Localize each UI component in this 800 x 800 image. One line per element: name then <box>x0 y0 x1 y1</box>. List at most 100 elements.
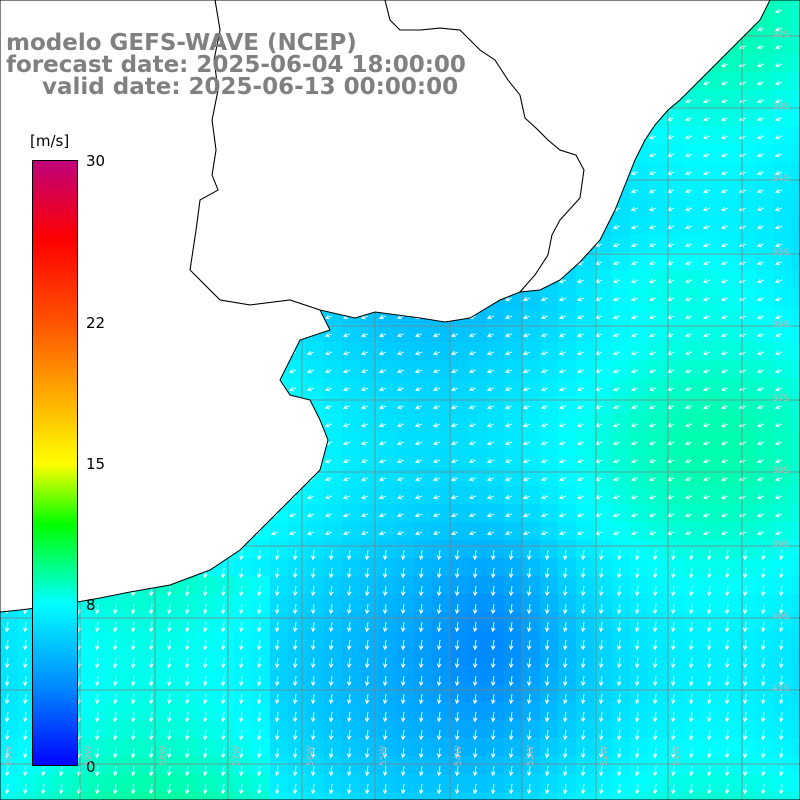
wind-arrow <box>526 549 532 561</box>
field-cell <box>594 306 612 324</box>
wind-arrow <box>684 260 693 266</box>
wind-arrow <box>724 675 730 687</box>
field-cell <box>0 648 18 666</box>
field-cell <box>684 666 702 684</box>
field-cell <box>756 738 774 756</box>
wind-arrow <box>202 693 208 705</box>
wind-arrow <box>774 386 783 392</box>
wind-arrow <box>112 783 118 795</box>
field-cell <box>558 558 576 576</box>
wind-arrow <box>684 440 693 446</box>
field-cell <box>720 252 738 270</box>
field-cell <box>540 774 558 792</box>
wind-arrow <box>472 693 478 705</box>
wind-arrow <box>612 512 621 518</box>
wind-arrow <box>778 693 784 705</box>
wind-arrow <box>418 765 424 777</box>
field-cell <box>648 558 666 576</box>
wind-arrow <box>454 747 460 759</box>
field-cell <box>684 774 702 792</box>
field-cell <box>630 450 648 468</box>
latitude-label: 40S <box>772 612 790 622</box>
field-cell <box>270 756 288 774</box>
field-cell <box>594 720 612 738</box>
wind-arrow <box>580 711 586 723</box>
field-cell <box>0 792 18 800</box>
field-cell <box>738 252 756 270</box>
wind-arrow <box>486 422 495 428</box>
wind-arrow <box>414 386 423 392</box>
field-cell <box>432 486 450 504</box>
wind-arrow <box>378 440 387 446</box>
field-cell <box>576 648 594 666</box>
wind-arrow <box>342 332 351 338</box>
field-cell <box>702 162 720 180</box>
wind-arrow <box>706 675 712 687</box>
field-cell <box>342 378 360 396</box>
field-cell <box>630 630 648 648</box>
field-cell <box>648 414 666 432</box>
wind-arrow <box>612 404 621 410</box>
wind-arrow <box>306 350 315 356</box>
wind-arrow <box>450 440 459 446</box>
field-cell <box>468 720 486 738</box>
field-cell <box>450 396 468 414</box>
field-cell <box>378 324 396 342</box>
wind-arrow <box>612 332 621 338</box>
field-cell <box>774 414 792 432</box>
wind-arrow <box>756 458 765 464</box>
wind-arrow <box>432 368 441 374</box>
wind-arrow <box>558 296 567 302</box>
field-cell <box>18 756 36 774</box>
field-cell <box>522 594 540 612</box>
wind-arrow <box>724 639 730 651</box>
field-cell <box>504 432 522 450</box>
field-cell <box>738 270 756 288</box>
wind-arrow <box>184 747 190 759</box>
wind-arrow <box>310 603 316 615</box>
wind-arrow <box>702 260 711 266</box>
wind-arrow <box>688 639 694 651</box>
wind-arrow <box>774 44 783 50</box>
wind-arrow <box>778 639 784 651</box>
field-cell <box>576 738 594 756</box>
wind-arrow <box>364 765 370 777</box>
colorbar-tick-label: 22 <box>86 313 106 332</box>
field-cell <box>792 630 800 648</box>
field-cell <box>738 738 756 756</box>
field-cell <box>792 378 800 396</box>
wind-arrow <box>526 765 532 777</box>
wind-arrow <box>684 170 693 176</box>
longitude-label: 54W <box>454 745 464 766</box>
wind-arrow <box>468 368 477 374</box>
wind-arrow <box>396 314 405 320</box>
field-cell <box>18 738 36 756</box>
field-cell <box>0 738 18 756</box>
wind-arrow <box>670 621 676 633</box>
wind-arrow <box>432 458 441 464</box>
field-cell <box>666 180 684 198</box>
field-cell <box>414 558 432 576</box>
field-cell <box>756 90 774 108</box>
field-cell <box>504 702 522 720</box>
field-cell <box>738 180 756 198</box>
field-cell <box>360 594 378 612</box>
wind-arrow <box>468 422 477 428</box>
wind-arrow <box>706 657 712 669</box>
wind-arrow <box>558 404 567 410</box>
wind-arrow <box>220 567 226 579</box>
field-cell <box>612 342 630 360</box>
field-cell <box>396 702 414 720</box>
field-cell <box>450 648 468 666</box>
field-cell <box>702 522 720 540</box>
wind-arrow <box>756 116 765 122</box>
wind-arrow <box>648 404 657 410</box>
field-cell <box>324 360 342 378</box>
field-cell <box>558 414 576 432</box>
field-cell <box>288 378 306 396</box>
field-cell <box>648 378 666 396</box>
wind-arrow <box>630 206 639 212</box>
wind-arrow <box>486 332 495 338</box>
field-cell <box>774 198 792 216</box>
field-cell <box>756 234 774 252</box>
